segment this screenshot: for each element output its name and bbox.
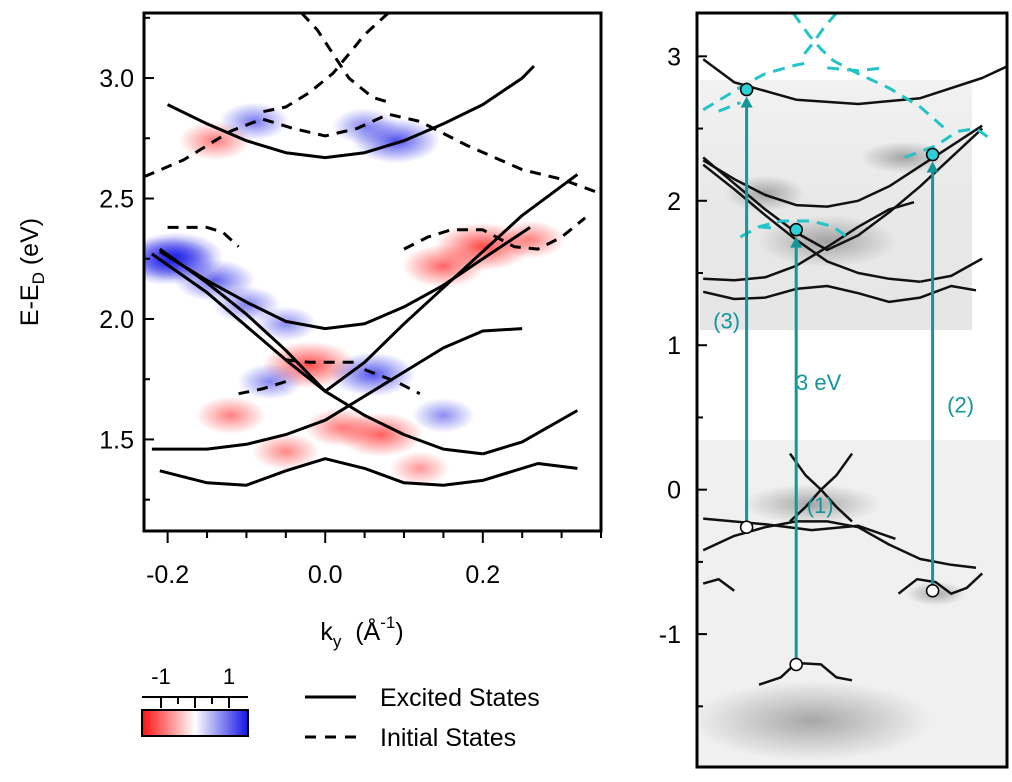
x-axis-label: ky (Å-1) — [320, 613, 403, 651]
heatmap-cell — [401, 244, 485, 288]
y-tick-label: 3.0 — [99, 65, 134, 93]
y-axis-label: E-ED (eV) — [16, 218, 48, 326]
excited-state-curve — [702, 163, 921, 283]
excited-state-curve — [159, 457, 578, 487]
y-tick-label: 0 — [667, 477, 681, 505]
initial-state-curve — [758, 225, 775, 230]
excited-state-marker — [925, 147, 940, 162]
x-tick-label: 0.2 — [465, 561, 500, 589]
x-axis-ticks: -0.2 0.0 0.2 — [146, 531, 602, 589]
excited-state-curve — [151, 252, 483, 456]
colorbar-tick-label-min: -1 — [151, 664, 171, 689]
transition-arrowhead — [740, 96, 753, 108]
excited-state-curve — [482, 409, 579, 456]
excited-state-curve — [702, 284, 977, 304]
plot-frame — [695, 11, 1009, 769]
y-tick-label: -1 — [659, 621, 681, 649]
excited-state-marker — [739, 82, 754, 97]
excited-state-curve — [702, 58, 1007, 106]
y-tick-label: 1.5 — [99, 426, 134, 454]
initial-state-marker — [925, 584, 940, 598]
initial-state-curve — [167, 225, 240, 248]
initial-state-curve — [261, 13, 390, 114]
legend-label-excited: Excited States — [380, 684, 540, 712]
transition-arrowhead — [790, 236, 803, 248]
ground-state-curve — [897, 572, 984, 595]
colorbar-gradient — [141, 709, 249, 737]
colorbar-ticks — [160, 697, 230, 708]
excited-state-marker — [789, 222, 803, 237]
heatmap-cell — [237, 363, 303, 400]
x-tick-label: -0.2 — [146, 561, 189, 589]
band-structure-panel: (1) (2) (3) -1 0 1 2 3 3 eV — [659, 11, 1009, 769]
transition-label: (2) — [947, 393, 974, 418]
heatmap-cell — [252, 433, 320, 470]
excited-state-curve — [919, 257, 983, 283]
initial-state-curve — [403, 216, 587, 251]
initial-state-curve — [718, 101, 741, 113]
initial-state-curve — [238, 380, 287, 396]
colorbar-tick-label-max: 1 — [223, 664, 235, 689]
y-axis-ticks: 1.5 2.0 2.5 3.0 — [99, 16, 154, 501]
initial-state-curve — [702, 60, 812, 112]
initial-state-marker — [789, 657, 803, 672]
initial-state-marker — [739, 520, 754, 534]
excited-state-curve — [159, 226, 531, 331]
excited-state-curve — [158, 173, 579, 393]
colorbar: -1 1 — [141, 664, 249, 737]
y-tick-label: 3 — [667, 43, 681, 71]
plot-frame — [142, 11, 603, 533]
heatmap-cell — [412, 397, 475, 433]
transitions-layer: (1) (2) (3) — [713, 82, 974, 672]
heatmap-cell — [195, 396, 266, 435]
initial-state-curve — [827, 66, 884, 73]
ground-state-curve — [702, 577, 735, 592]
initial-state-curve — [739, 219, 850, 240]
band-curves-layer — [144, 13, 601, 487]
excited-state-curve — [151, 327, 523, 451]
difference-map-panel: 1.5 2.0 2.5 3.0 -0.2 0.0 0.2 E-ED (eV) ky (Å-… — [16, 11, 603, 651]
y-axis-ticks: -1 0 1 2 3 — [659, 43, 707, 708]
initial-state-curve — [300, 13, 389, 104]
initial-state-curve — [904, 127, 990, 159]
legend-label-initial: Initial States — [380, 724, 516, 752]
initial-state-curve — [144, 112, 601, 196]
heatmap-cell — [304, 407, 378, 447]
transition-label: (1) — [807, 493, 834, 518]
excited-state-curve — [703, 200, 915, 282]
excited-state-curve — [166, 64, 536, 160]
ground-state-curve — [789, 452, 854, 523]
intensity-blob — [697, 680, 932, 761]
initial-state-curve — [791, 13, 946, 130]
heatmap-cell — [495, 220, 566, 259]
transition-arrowhead — [926, 161, 939, 173]
initial-state-curve — [801, 13, 838, 58]
legend: Excited States Initial States — [305, 684, 540, 752]
heatmap-cell — [390, 451, 450, 486]
transition-label: (3) — [713, 308, 740, 333]
x-tick-label: 0.0 — [308, 561, 343, 589]
energy-label: 3 eV — [796, 370, 842, 395]
y-tick-label: 2.0 — [99, 306, 134, 334]
y-tick-label: 1 — [667, 332, 681, 360]
y-tick-label: 2.5 — [99, 186, 134, 214]
y-tick-label: 2 — [667, 188, 681, 216]
initial-state-curve — [285, 358, 357, 364]
intensity-blob — [741, 484, 882, 525]
ground-state-curve — [758, 661, 853, 686]
